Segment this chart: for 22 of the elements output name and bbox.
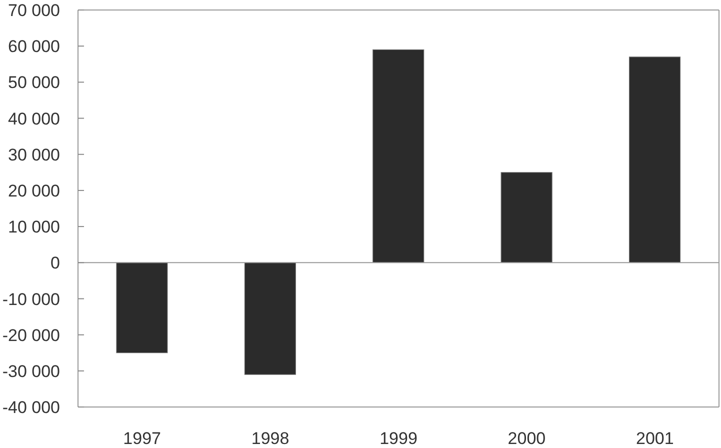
y-tick-label: -30 000 [2,362,60,381]
x-tick-label: 1999 [380,429,418,448]
y-tick-label: -40 000 [2,398,60,418]
y-tick-label: -10 000 [2,290,60,309]
bar [500,172,552,263]
x-tick-label: 1997 [123,429,162,448]
x-tick-label: 2001 [636,429,674,448]
bar [372,49,424,263]
y-tick-label: -20 000 [2,326,60,345]
y-tick-label: 10 000 [8,218,60,237]
x-tick-label: 2000 [508,429,546,448]
bar [116,262,168,354]
y-tick-label: 70 000 [8,1,60,20]
y-tick-label: 0 [50,254,60,273]
x-tick-label: 1998 [251,429,290,448]
y-tick-label: 60 000 [8,37,60,56]
bar [628,56,681,263]
y-tick-label: 20 000 [8,181,60,200]
y-tick-label: 50 000 [8,73,60,92]
y-tick-label: 40 000 [8,109,60,128]
bar [244,262,296,375]
y-tick-label: 30 000 [8,145,60,164]
